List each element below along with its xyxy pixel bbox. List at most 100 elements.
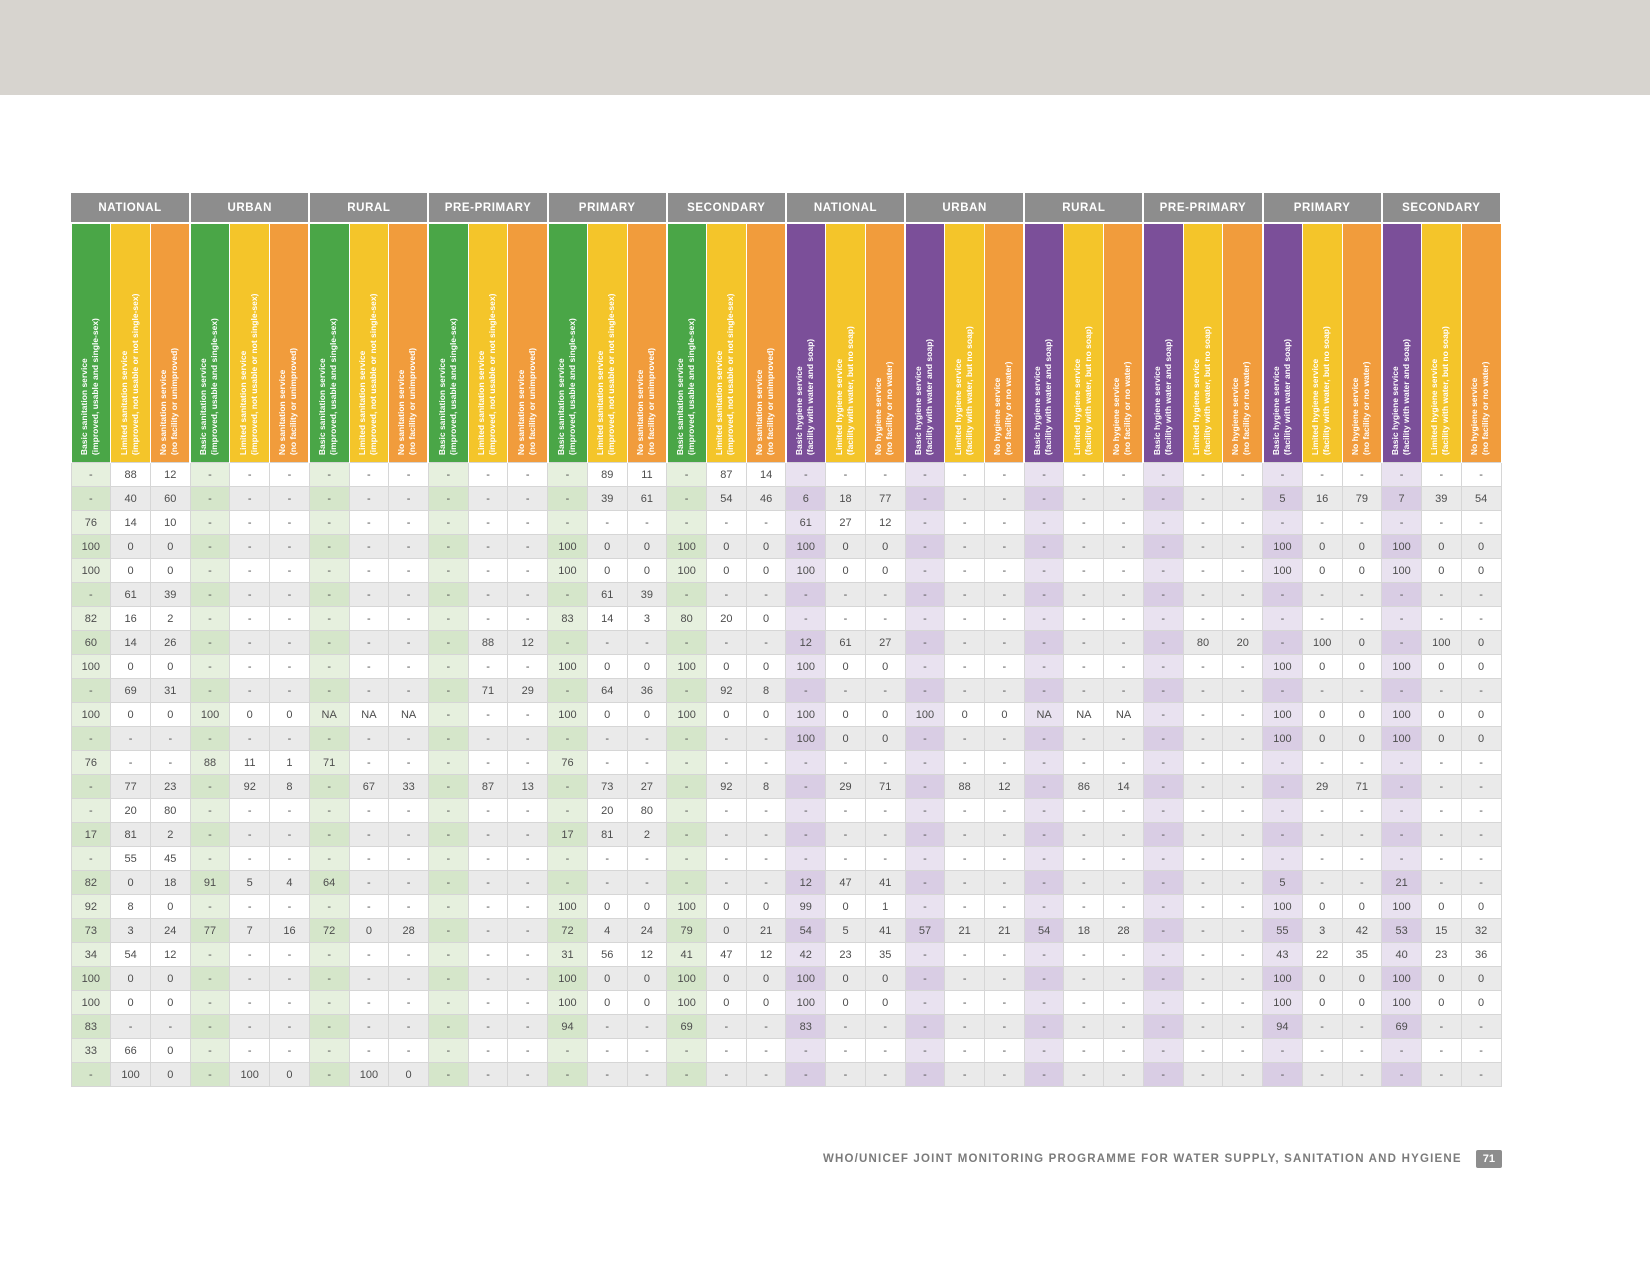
table-cell: - [1222, 822, 1264, 847]
table-cell: 0 [984, 702, 1025, 727]
table-cell: - [1063, 606, 1105, 631]
table-cell: - [825, 846, 866, 871]
table-cell: 1 [864, 894, 906, 919]
table-cell: 0 [626, 990, 668, 1015]
table-cell: - [1222, 774, 1264, 799]
table-cell: - [507, 702, 549, 727]
table-cell: - [1262, 678, 1303, 703]
table-cell: - [348, 630, 390, 655]
table-cell: - [467, 894, 509, 919]
table-cell: - [308, 966, 350, 991]
table-cell: 100 [70, 966, 112, 991]
column-header-label: Limited hygiene service (facility with wa… [1310, 326, 1332, 455]
table-cell: NA [388, 702, 429, 727]
table-cell: 100 [785, 726, 827, 751]
column-header: No hygiene service (no facility or no wat… [984, 223, 1025, 463]
table-cell: 29 [1301, 774, 1343, 799]
table-cell: - [1182, 654, 1224, 679]
table-cell: - [388, 726, 429, 751]
table-cell: - [1222, 654, 1264, 679]
table-cell: - [1063, 846, 1105, 871]
table-cell: - [427, 798, 469, 823]
table-cell: 12 [785, 870, 827, 895]
table-cell: - [348, 606, 390, 631]
table-cell: 61 [586, 582, 628, 607]
table-cell: - [229, 558, 271, 583]
table-cell: - [825, 1062, 866, 1087]
table-cell: - [944, 966, 986, 991]
table-cell: - [904, 678, 946, 703]
table-cell: - [944, 894, 986, 919]
table-cell: 27 [864, 630, 906, 655]
table-cell: - [1063, 1062, 1105, 1087]
table-cell: - [1142, 558, 1184, 583]
table-cell: - [1341, 750, 1383, 775]
table-cell: - [1460, 582, 1502, 607]
group-header-sanitation-secondary: SECONDARY [665, 193, 787, 224]
table-cell: 0 [825, 702, 866, 727]
table-cell: 2 [626, 822, 668, 847]
table-cell: - [427, 990, 469, 1015]
table-cell: - [1182, 822, 1224, 847]
table-cell: 28 [1103, 918, 1144, 943]
table-cell: 23 [825, 942, 866, 967]
table-cell: - [666, 798, 707, 823]
column-header: No sanitation service (no facility or uni… [150, 223, 191, 463]
table-cell: - [825, 798, 866, 823]
table-row: 60 14 26- - - - - - -88 12- - - - - -12 61 27- - - - - - -80 20… [70, 630, 1502, 655]
table-cell: - [1222, 990, 1264, 1015]
table-cell: 76 [70, 750, 112, 775]
table-cell: - [1222, 558, 1264, 583]
column-header: Limited hygiene service (facility with wa… [1063, 223, 1105, 463]
table-cell: 39 [586, 486, 628, 511]
table-cell: - [1063, 822, 1105, 847]
table-cell: - [1262, 1062, 1303, 1087]
table-cell: - [1460, 1062, 1502, 1087]
table-cell: - [1142, 678, 1184, 703]
table-cell: 100 [110, 1062, 151, 1087]
table-cell: - [1460, 678, 1502, 703]
table-row: - - - - - - - - - - - - - - - - - -100 0 0- - - - - - - - -100 0 0 100… [70, 726, 1502, 751]
table-cell: - [825, 678, 866, 703]
table-cell: 21 [984, 918, 1025, 943]
table-cell: 7 [1381, 486, 1422, 511]
table-cell: 40 [110, 486, 151, 511]
table-cell: - [785, 582, 827, 607]
table-cell: NA [1103, 702, 1144, 727]
table-cell: - [1142, 846, 1184, 871]
table-cell: - [547, 462, 588, 487]
table-cell: - [864, 582, 906, 607]
table-cell: - [467, 822, 509, 847]
table-cell: - [864, 822, 906, 847]
table-cell: - [944, 942, 986, 967]
table-cell: - [1103, 942, 1144, 967]
column-header: Basic sanitation service (improved, usabl… [546, 223, 588, 463]
table-cell: - [864, 1062, 906, 1087]
table-cell: - [1341, 678, 1383, 703]
table-cell: - [348, 1014, 390, 1039]
table-cell: - [467, 510, 509, 535]
table-cell: 12 [785, 630, 827, 655]
table-cell: 0 [1341, 894, 1383, 919]
table-cell: 20 [586, 798, 628, 823]
table-cell: - [189, 846, 231, 871]
table-cell: - [904, 846, 946, 871]
table-cell: 76 [70, 510, 112, 535]
table-cell: - [149, 1014, 191, 1039]
table-cell: 0 [149, 702, 191, 727]
table-row: -61 39- - - - - - - - - -61 39- - - - - - - - - - - - - - - - - - - - - [70, 582, 1502, 607]
table-cell: - [1420, 582, 1462, 607]
table-cell: - [388, 870, 429, 895]
column-header: Basic sanitation service (improved, usabl… [427, 223, 469, 463]
table-cell: - [1420, 462, 1462, 487]
column-header: Basic hygiene service (facility with wate… [784, 223, 827, 463]
table-cell: - [427, 726, 469, 751]
table-cell: - [269, 486, 310, 511]
table-cell: 16 [269, 918, 310, 943]
table-cell: 0 [706, 702, 747, 727]
table-cell: 0 [745, 654, 787, 679]
table-cell: - [308, 606, 350, 631]
table-cell: - [1420, 1014, 1462, 1039]
table-cell: - [1301, 462, 1343, 487]
table-cell: - [1341, 582, 1383, 607]
